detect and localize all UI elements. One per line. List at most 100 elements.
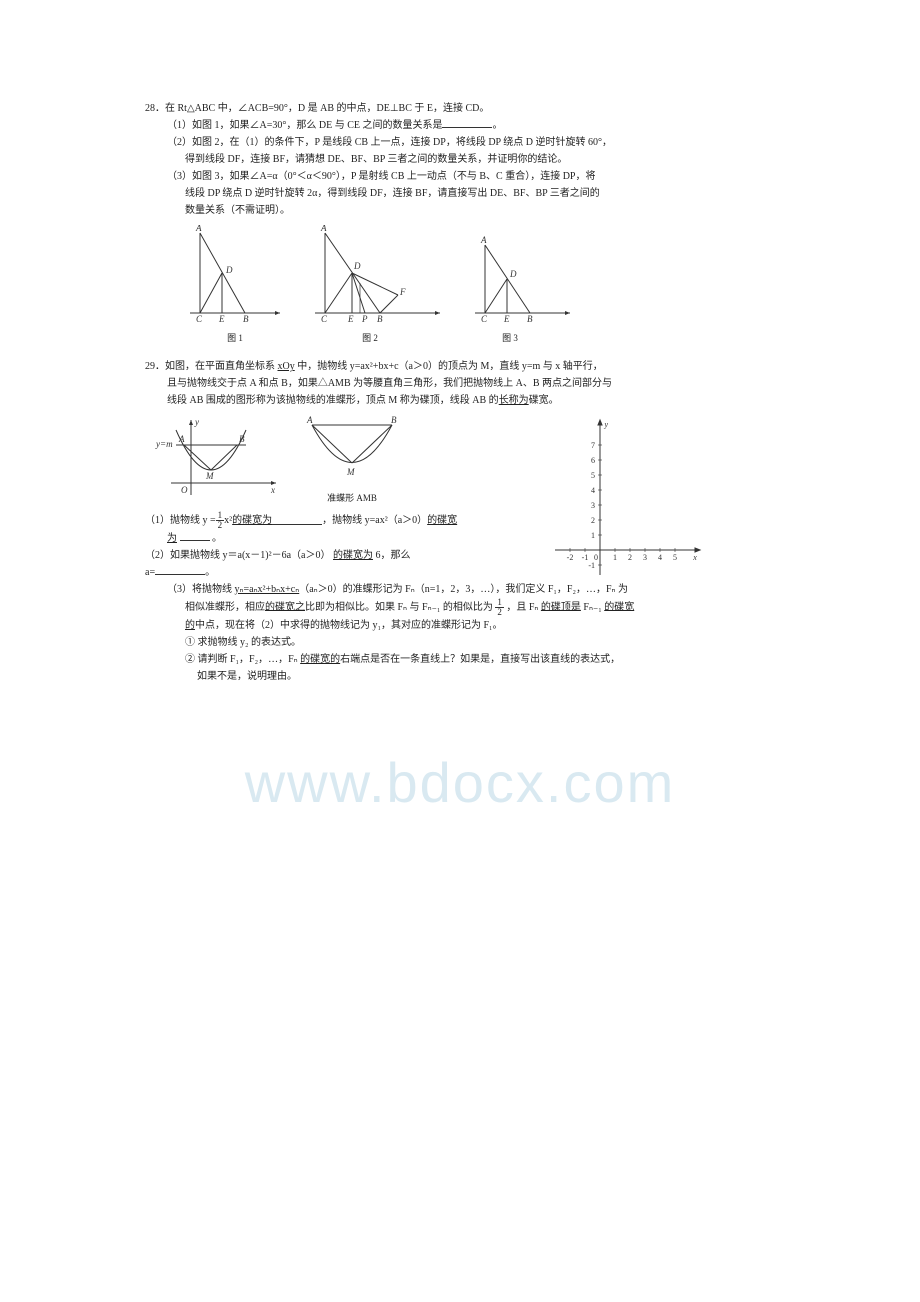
svg-text:4: 4 [658, 553, 662, 562]
q29-stem-d: 线段 AB 围成的图形称为该抛物线的准蝶形，顶点 M 称为碟顶，线段 AB 的 [167, 395, 499, 406]
svg-text:-2: -2 [567, 553, 574, 562]
q29-p1-c: 的碟宽为 [232, 512, 272, 529]
q29-part3-line1: （3）将抛物线 yₙ=aₙx²+bₙx+cₙ（aₙ＞0）的准蝶形记为 Fₙ（n=… [145, 581, 715, 598]
q29-p2-a: （2）如果抛物线 y＝a(x－1)²－6a（a＞0） [145, 550, 330, 561]
q29-p3-d4: 的碟宽 [604, 601, 634, 612]
q29-p2-b: 的碟宽为 [333, 550, 373, 561]
q28-part1: （1）如图 1，如果∠A=30°，那么 DE 与 CE 之间的数量关系是 。 [145, 117, 715, 134]
question-28: 28．在 Rt△ABC 中，∠ACB=90°，D 是 AB 的中点，DE⊥BC … [145, 100, 715, 346]
q28-diagrams-svg: A D C E B A [185, 225, 575, 325]
svg-text:5: 5 [591, 471, 595, 480]
svg-text:1: 1 [613, 553, 617, 562]
q29-p3-sub2-line2: 如果不是，说明理由。 [145, 668, 715, 685]
q28-p1-text: 如图 1，如果∠A=30°，那么 DE 与 CE 之间的数量关系是 [192, 120, 442, 131]
svg-text:-1: -1 [588, 561, 595, 570]
svg-text:y=m: y=m [155, 439, 173, 449]
q29-p1-d: ，抛物线 y=ax²（a＞0） [322, 512, 427, 529]
q28-figures: A D C E B A [145, 225, 715, 325]
q29-p1-line2: 为 。 [145, 530, 515, 547]
question-29: 29．如图，在平面直角坐标系 xOy 中，抛物线 y=ax²+bx+c（a＞0）… [145, 358, 715, 684]
svg-text:B: B [527, 314, 533, 324]
q29-xoy: xOy [278, 361, 295, 372]
q29-part2: （2）如果抛物线 y＝a(x－1)²－6a（a＞0） 的碟宽为 6，那么 [145, 547, 535, 564]
svg-text:x: x [692, 553, 697, 562]
svg-text:F: F [399, 287, 406, 297]
q28-p1-label: （1） [167, 120, 192, 131]
svg-text:x: x [270, 485, 275, 495]
q29-p3-c: 相似准蝶形，相应 [185, 601, 265, 612]
q29-p1-b: x² [224, 512, 232, 529]
q29-fig-caption: 准蝶形 AMB [297, 491, 407, 506]
fig1-label: 图 1 [185, 331, 285, 346]
q29-p2-e: 。 [205, 567, 215, 578]
q28-number: 28． [145, 103, 165, 114]
q28-fig-labels: 图 1 图 2 图 3 [145, 331, 715, 346]
svg-text:y: y [194, 417, 199, 427]
q29-part3-line2: 相似准蝶形，相应的碟宽之比即为相似比。如果 Fₙ 与 Fₙ₋₁ 的相似比为 12… [145, 598, 715, 617]
q29-p3-sub2b: 如果不是，说明理由。 [197, 671, 297, 682]
q29-p3-d2: 的碟顶是 [541, 601, 581, 612]
q28-p1-end: 。 [492, 120, 502, 131]
blank-input[interactable] [180, 531, 210, 541]
q29-p2-d: a= [145, 567, 155, 578]
page-content: 28．在 Rt△ABC 中，∠ACB=90°，D 是 AB 的中点，DE⊥BC … [145, 100, 715, 697]
svg-text:3: 3 [591, 501, 595, 510]
q29-fig-left: y=m A B M O x y [151, 415, 281, 500]
blank-input[interactable] [155, 565, 205, 575]
q28-p3-label: （3） [167, 171, 192, 182]
fraction-half-2: 12 [495, 598, 504, 617]
q29-p3-a: （3）将抛物线 [167, 584, 235, 595]
q28-stem: 28．在 Rt△ABC 中，∠ACB=90°，D 是 AB 的中点，DE⊥BC … [145, 100, 715, 117]
q29-p3-sub2a3: 右端点是否在一条直线上？如果是，直接写出该直线的表达式， [340, 654, 620, 665]
svg-text:5: 5 [673, 553, 677, 562]
q29-number: 29． [145, 361, 165, 372]
svg-text:6: 6 [591, 456, 595, 465]
q29-p3-d: ，且 Fₙ [506, 601, 541, 612]
svg-text:P: P [361, 314, 368, 324]
q29-p1-e: 的碟宽 [427, 512, 457, 529]
svg-text:C: C [481, 314, 488, 324]
q28-part2: （2）如图 2，在（1）的条件下，P 是线段 CB 上一点，连接 DP，将线段 … [145, 134, 715, 151]
label-B: B [243, 314, 249, 324]
q28-part3: （3）如图 3，如果∠A=α（0°＜α＜90°），P 是射线 CB 上一动点（不… [145, 168, 715, 185]
q29-stem-f: 碟宽。 [529, 395, 559, 406]
q28-p3-text-b: 线段 DP 绕点 D 逆时针旋转 2α，得到线段 DF，连接 BF，请直接写出 … [185, 188, 600, 199]
svg-text:C: C [321, 314, 328, 324]
fig3-label: 图 3 [460, 331, 560, 346]
svg-text:3: 3 [643, 553, 647, 562]
svg-text:E: E [503, 314, 510, 324]
q29-p1-g: 。 [212, 533, 222, 544]
q28-p2-text-b: 得到线段 DF，连接 BF，请猜想 DE、BF、BP 三者之间的数量关系，并证明… [185, 154, 567, 165]
q28-p3-line3: 数量关系（不需证明）。 [145, 202, 715, 219]
q29-coord-grid: -2-1 0 123 45 x -1 123 456 7 y [545, 415, 705, 580]
svg-text:4: 4 [591, 486, 595, 495]
q29-stem-c: 且与抛物线交于点 A 和点 B，如果△AMB 为等腰直角三角形，我们把抛物线上 … [167, 378, 612, 389]
svg-text:A: A [320, 225, 327, 233]
svg-text:E: E [347, 314, 354, 324]
svg-text:O: O [181, 485, 188, 495]
svg-text:D: D [353, 261, 361, 271]
q29-part3-line3: 的中点，现在将（2）中求得的抛物线记为 y₁，其对应的准蝶形记为 F₁。 [145, 617, 715, 634]
q29-stem-line2: 且与抛物线交于点 A 和点 B，如果△AMB 为等腰直角三角形，我们把抛物线上 … [145, 375, 715, 392]
blank-input[interactable] [442, 118, 492, 128]
q29-stem-line1: 29．如图，在平面直角坐标系 xOy 中，抛物线 y=ax²+bx+c（a＞0）… [145, 358, 715, 375]
svg-text:y: y [603, 420, 608, 429]
q28-p2-label: （2） [167, 137, 192, 148]
blank-input[interactable] [272, 515, 322, 525]
watermark: www.bdocx.com [0, 750, 920, 815]
q29-p2-c: 6，那么 [375, 550, 410, 561]
q29-figs-block: y=m A B M O x y A B M [145, 415, 715, 563]
q29-stem-e: 长称为 [499, 395, 529, 406]
label-A: A [195, 225, 202, 233]
q29-p3-sub2-line1: ② 请判断 F₁，F₂，…，Fₙ 的碟宽的右端点是否在一条直线上？如果是，直接写… [145, 651, 715, 668]
q28-stem-text: 在 Rt△ABC 中，∠ACB=90°，D 是 AB 的中点，DE⊥BC 于 E… [165, 103, 489, 114]
svg-text:M: M [346, 467, 355, 477]
svg-text:B: B [239, 434, 245, 444]
q29-p3-sub1-text: ① 求抛物线 y₂ 的表达式。 [185, 637, 301, 648]
svg-text:B: B [391, 415, 397, 425]
q29-p3-d3: Fₙ₋₁ [581, 601, 604, 612]
svg-text:2: 2 [628, 553, 632, 562]
q28-p3-text-c: 数量关系（不需证明）。 [185, 205, 290, 216]
svg-text:-1: -1 [582, 553, 589, 562]
q28-p3-text-a: 如图 3，如果∠A=α（0°＜α＜90°），P 是射线 CB 上一动点（不与 B… [192, 171, 596, 182]
